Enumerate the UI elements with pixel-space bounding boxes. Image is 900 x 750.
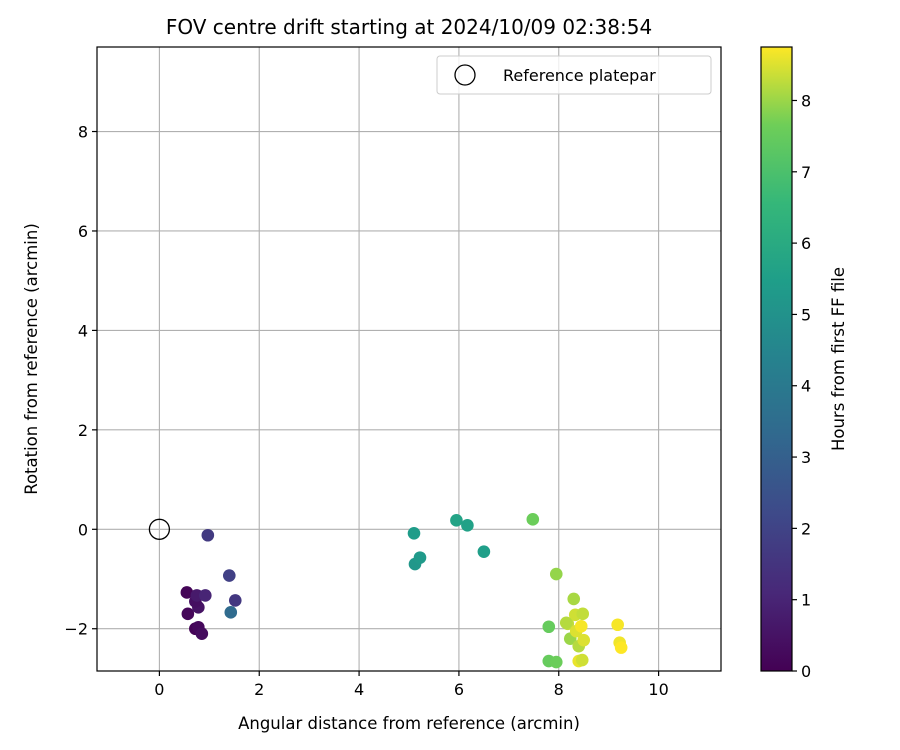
x-tick-label: 0	[154, 680, 164, 699]
chart-title: FOV centre drift starting at 2024/10/09 …	[166, 15, 652, 39]
data-point	[228, 594, 242, 607]
axis-ticks: 0 2 4 6 8 10 −2 0 2 4 6 8	[64, 123, 668, 699]
data-points	[148, 513, 628, 669]
data-point	[577, 633, 591, 647]
y-tick-label: 6	[78, 222, 88, 241]
y-tick-label: 2	[78, 421, 88, 440]
legend-box	[436, 55, 712, 95]
colorbar-tick-label: 8	[801, 91, 811, 110]
legend-label-reference: Reference platepar	[503, 66, 656, 85]
data-point	[526, 513, 540, 526]
data-point	[195, 627, 209, 641]
y-axis-label: Rotation from reference (arcmin)	[22, 223, 41, 495]
colorbar-tick-label: 6	[801, 234, 811, 253]
plot-frame	[96, 46, 722, 672]
x-tick-label: 2	[254, 680, 264, 699]
y-tick-label: −2	[64, 620, 88, 639]
x-tick-label: 6	[454, 680, 464, 699]
colorbar-tick-label: 4	[801, 377, 811, 396]
data-point	[575, 653, 589, 667]
colorbar-tick-label: 5	[801, 305, 811, 324]
data-point	[222, 569, 236, 582]
data-point	[181, 607, 195, 621]
grid	[97, 47, 721, 671]
data-point	[224, 606, 238, 619]
colorbar-tick-label: 0	[801, 662, 811, 681]
legend-marker-reference	[454, 64, 476, 86]
y-tick-label: 4	[78, 321, 88, 340]
colorbar-tick-label: 7	[801, 163, 811, 182]
colorbar-tick-label: 3	[801, 448, 811, 467]
data-point	[477, 545, 491, 558]
data-point	[407, 526, 421, 540]
data-point	[559, 616, 573, 630]
data-point	[549, 567, 563, 581]
reference-platepar-marker	[148, 518, 171, 540]
data-point	[450, 514, 463, 527]
data-point	[201, 528, 215, 542]
data-point	[461, 519, 474, 532]
colorbar-tick-label: 1	[801, 591, 811, 610]
colorbar-ticks: 0 1 2 3 4 5 6 7 8	[792, 91, 811, 681]
data-point	[576, 607, 590, 621]
y-tick-label: 8	[78, 123, 88, 142]
colorbar-label: Hours from first FF file	[829, 267, 848, 451]
y-tick-label: 0	[78, 520, 88, 539]
x-axis-label: Angular distance from reference (arcmin)	[238, 714, 580, 733]
data-point	[199, 589, 212, 602]
data-point	[611, 618, 624, 632]
data-point	[413, 551, 427, 564]
data-point	[542, 620, 556, 634]
data-point	[574, 619, 588, 633]
x-tick-label: 10	[648, 680, 668, 699]
colorbar-gradient	[760, 46, 793, 672]
data-point	[549, 655, 563, 669]
data-point	[614, 641, 628, 654]
data-point	[567, 592, 581, 606]
legend: Reference platepar	[436, 55, 712, 95]
colorbar-tick-label: 2	[801, 519, 811, 538]
data-point	[180, 586, 194, 599]
x-tick-label: 8	[554, 680, 564, 699]
colorbar: 0 1 2 3 4 5 6 7 8 Hours from first FF file	[760, 46, 848, 681]
x-tick-label: 4	[354, 680, 364, 699]
